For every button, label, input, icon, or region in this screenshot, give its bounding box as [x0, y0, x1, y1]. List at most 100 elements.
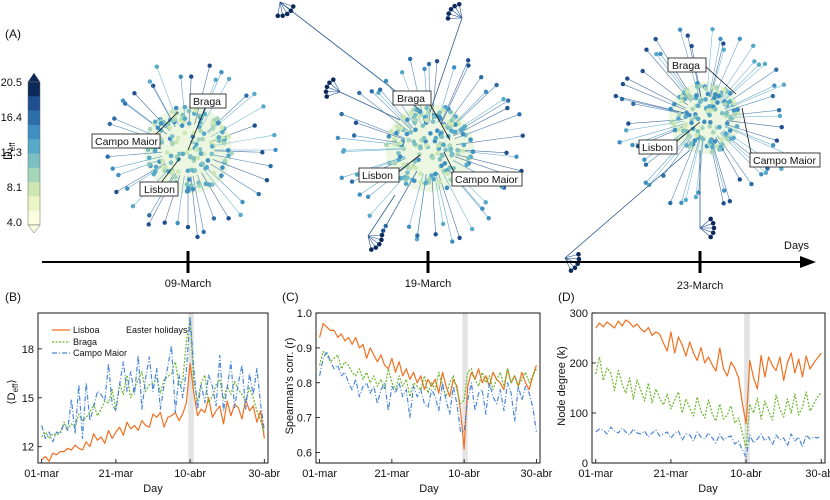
- network-node: [721, 201, 725, 205]
- network-node: [220, 130, 225, 135]
- legend-label-campo-maior: Campo Maior: [73, 348, 127, 358]
- network-node: [260, 150, 264, 154]
- network-node: [422, 136, 427, 141]
- network-node: [506, 98, 510, 102]
- network-node: [708, 120, 713, 125]
- network-node: [413, 166, 418, 171]
- network-node: [357, 91, 361, 95]
- network-node: [708, 139, 713, 144]
- network-node: [207, 182, 212, 187]
- network-node: [170, 140, 175, 145]
- network-node: [253, 123, 257, 127]
- network-node: [195, 235, 199, 239]
- network-node: [738, 177, 742, 181]
- network-node: [187, 109, 192, 114]
- network-node: [686, 33, 690, 37]
- network-node: [461, 132, 466, 137]
- network-node: [677, 127, 682, 132]
- network-node: [147, 222, 151, 226]
- network-node: [700, 126, 705, 131]
- network-node: [422, 67, 426, 71]
- network-node: [182, 131, 187, 136]
- network-node: [621, 82, 625, 86]
- network-node: [180, 123, 185, 128]
- network-node: [291, 4, 296, 9]
- network-node: [777, 108, 781, 112]
- network-node: [479, 75, 483, 79]
- network-node: [774, 67, 778, 71]
- network-node: [366, 195, 370, 199]
- network-node: [445, 186, 450, 191]
- network-node: [415, 233, 419, 237]
- network-node: [116, 173, 120, 177]
- network-node: [174, 106, 179, 111]
- chart-b-ylabel-main: ⟨D: [6, 392, 18, 404]
- network-node: [690, 107, 695, 112]
- colorbar-tick-label: 8.1: [7, 182, 22, 194]
- chart-d-series-line: [596, 427, 821, 457]
- network-node: [672, 102, 677, 107]
- network-node: [517, 112, 521, 116]
- chart-b-x-tick-label: 01-mar: [24, 468, 59, 480]
- network-node: [204, 165, 209, 170]
- network-node: [131, 204, 135, 208]
- network-node: [718, 37, 722, 41]
- colorbar-segment: [28, 111, 40, 126]
- network-node: [658, 52, 662, 56]
- chart-c-frame: [316, 313, 540, 463]
- network-node: [273, 148, 277, 152]
- network-node: [252, 92, 256, 96]
- network-node: [577, 257, 582, 262]
- chart-b-series-line: [42, 316, 265, 442]
- network-node: [721, 41, 725, 45]
- network-node: [272, 133, 276, 137]
- network-node: [114, 190, 118, 194]
- chart-b-x-tick-label: 21-mar: [98, 468, 133, 480]
- network-node: [689, 141, 694, 146]
- network-node: [752, 59, 756, 63]
- network-node: [696, 117, 701, 122]
- colorbar-cap-top: [28, 73, 40, 82]
- network-node: [170, 109, 175, 114]
- network-node: [207, 64, 211, 68]
- chart-b-y-tick-label: 12: [22, 442, 34, 454]
- network-node: [147, 162, 152, 167]
- network-node: [576, 252, 581, 257]
- network-node: [275, 14, 280, 19]
- network-node: [694, 93, 699, 98]
- network-node: [775, 138, 779, 142]
- network-node: [268, 164, 272, 168]
- network-node: [196, 137, 201, 142]
- network-node: [460, 149, 465, 154]
- network-node: [710, 99, 715, 104]
- network-node: [431, 177, 436, 182]
- network-node: [431, 156, 436, 161]
- network-node: [413, 142, 418, 147]
- timeline-date-3: 23-March: [677, 280, 723, 292]
- timeline-date-1: 09-March: [165, 278, 211, 290]
- network-node: [703, 97, 708, 102]
- network-node: [431, 119, 436, 124]
- node-label-lisbon-3: Lisbon: [642, 142, 673, 154]
- network-node: [398, 141, 403, 146]
- network-node: [377, 242, 382, 247]
- network-node: [484, 200, 488, 204]
- network-node: [441, 222, 445, 226]
- network-node: [673, 128, 678, 133]
- network-node: [677, 112, 682, 117]
- network-node: [685, 90, 690, 95]
- network-node: [418, 171, 423, 176]
- network-node: [280, 13, 285, 18]
- network-node: [672, 122, 677, 127]
- network-node: [451, 117, 456, 122]
- network-node: [409, 165, 414, 170]
- network-node: [717, 94, 722, 99]
- chart-b-y-tick-label: 15: [22, 393, 34, 405]
- network-node: [433, 172, 438, 177]
- network-node: [400, 70, 404, 74]
- network-node: [186, 168, 191, 173]
- network-node: [468, 137, 473, 142]
- colorbar-segment: [28, 154, 40, 169]
